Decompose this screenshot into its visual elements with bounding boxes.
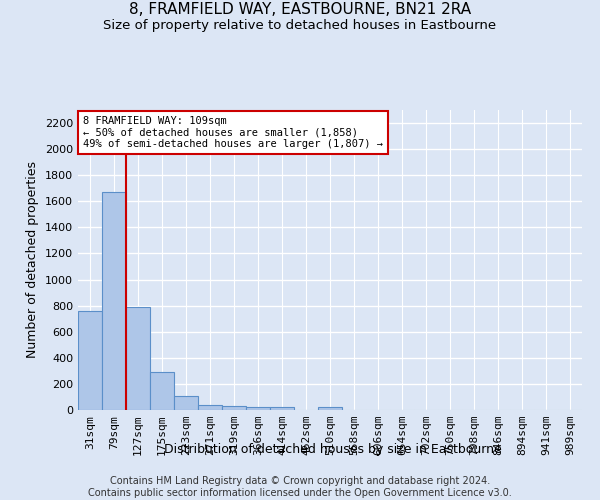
- Bar: [222, 406, 246, 410]
- Text: 8 FRAMFIELD WAY: 109sqm
← 50% of detached houses are smaller (1,858)
49% of semi: 8 FRAMFIELD WAY: 109sqm ← 50% of detache…: [83, 116, 383, 149]
- Bar: [102, 192, 126, 410]
- Text: 8, FRAMFIELD WAY, EASTBOURNE, BN21 2RA: 8, FRAMFIELD WAY, EASTBOURNE, BN21 2RA: [129, 2, 471, 18]
- Bar: [126, 307, 150, 410]
- Bar: [270, 408, 294, 410]
- Bar: [246, 406, 270, 410]
- Bar: [78, 311, 102, 410]
- Bar: [150, 372, 174, 410]
- Text: Size of property relative to detached houses in Eastbourne: Size of property relative to detached ho…: [103, 18, 497, 32]
- Bar: [198, 405, 222, 410]
- Bar: [174, 396, 198, 410]
- Y-axis label: Number of detached properties: Number of detached properties: [26, 162, 40, 358]
- Text: Distribution of detached houses by size in Eastbourne: Distribution of detached houses by size …: [164, 442, 502, 456]
- Text: Contains HM Land Registry data © Crown copyright and database right 2024.
Contai: Contains HM Land Registry data © Crown c…: [88, 476, 512, 498]
- Bar: [318, 408, 342, 410]
